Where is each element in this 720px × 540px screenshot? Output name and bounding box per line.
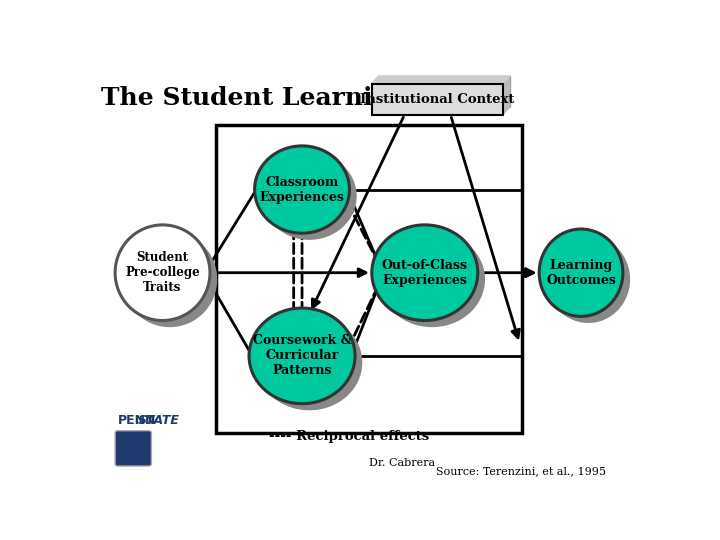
Text: ---- Reciprocal effects: ---- Reciprocal effects xyxy=(269,430,429,443)
Text: Learning
Outcomes: Learning Outcomes xyxy=(546,259,616,287)
Ellipse shape xyxy=(255,146,349,233)
FancyBboxPatch shape xyxy=(115,431,151,466)
Text: The Student Learning Model: The Student Learning Model xyxy=(101,85,504,110)
Ellipse shape xyxy=(115,225,210,321)
Text: Dr. Cabrera: Dr. Cabrera xyxy=(369,458,435,468)
Ellipse shape xyxy=(372,225,478,321)
Ellipse shape xyxy=(249,308,355,404)
Text: Classroom
Experiences: Classroom Experiences xyxy=(260,176,344,204)
Ellipse shape xyxy=(122,232,217,327)
Text: STATE: STATE xyxy=(138,414,179,427)
Text: PENN: PENN xyxy=(118,414,156,427)
Ellipse shape xyxy=(256,315,362,410)
Polygon shape xyxy=(372,76,510,84)
Ellipse shape xyxy=(546,235,630,323)
Text: Out-of-Class
Experiences: Out-of-Class Experiences xyxy=(382,259,468,287)
Text: Source: Terenzini, et al., 1995: Source: Terenzini, et al., 1995 xyxy=(436,467,606,476)
Ellipse shape xyxy=(539,229,623,316)
FancyBboxPatch shape xyxy=(372,84,503,114)
Text: Institutional Context: Institutional Context xyxy=(360,92,515,106)
Bar xyxy=(215,125,523,433)
Text: Student
Pre-college
Traits: Student Pre-college Traits xyxy=(125,251,200,294)
Ellipse shape xyxy=(262,152,356,240)
Polygon shape xyxy=(379,76,510,107)
Ellipse shape xyxy=(379,232,485,327)
Text: Coursework &
Curricular
Patterns: Coursework & Curricular Patterns xyxy=(253,334,351,377)
Polygon shape xyxy=(503,76,510,114)
